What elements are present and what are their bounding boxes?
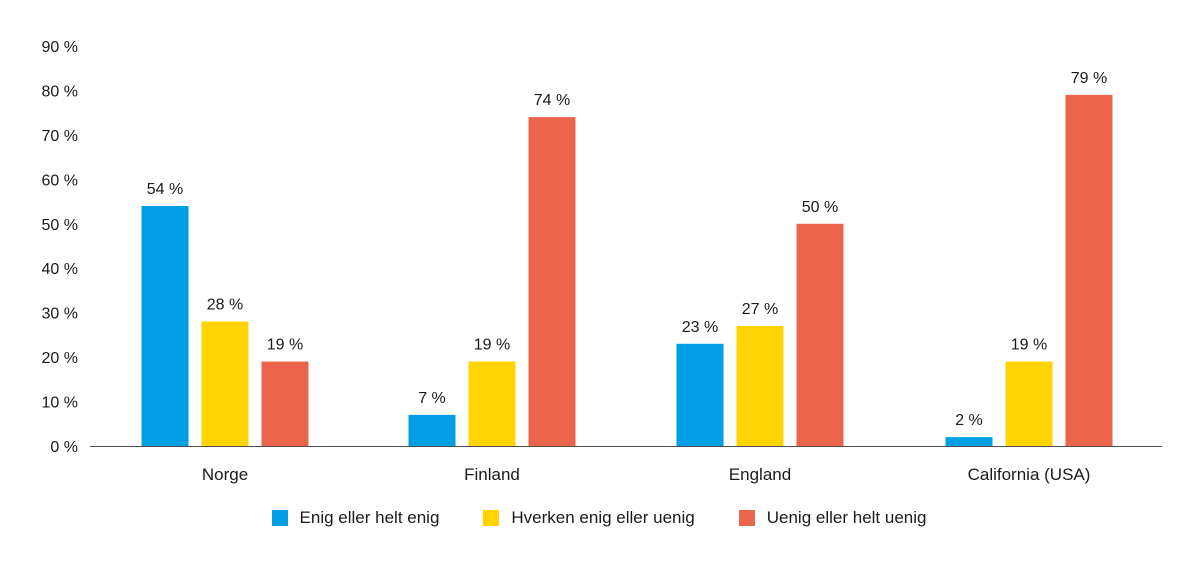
y-tick-label: 10 %	[42, 395, 78, 412]
y-tick-label: 80 %	[42, 83, 78, 100]
data-label: 7 %	[418, 390, 446, 407]
data-label: 19 %	[267, 337, 303, 354]
bar	[945, 437, 993, 446]
category-label: Norge	[202, 465, 248, 484]
y-axis-ticks: 0 % 10 % 20 % 30 % 40 % 50 % 60 % 70 % 80 % 90 %	[42, 39, 78, 456]
legend-swatch-enig	[271, 510, 288, 526]
y-tick-label: 40 %	[42, 261, 78, 278]
bar	[261, 361, 309, 446]
bar	[528, 117, 576, 446]
legend: Enig eller helt enig Hverken enig eller …	[0, 508, 1198, 528]
legend-swatch-uenig	[738, 510, 755, 526]
bar	[201, 321, 249, 446]
bar-chart: 0 %10 %20 %30 %40 %50 %60 %70 %80 %90 % …	[42, 39, 1162, 484]
data-label: 28 %	[207, 297, 243, 314]
y-tick-label: 0 %	[50, 439, 78, 456]
legend-item-hverken: Hverken enig eller uenig	[483, 508, 695, 528]
category-label: Finland	[464, 465, 520, 484]
category-labels: Norge Finland England California (USA)	[202, 465, 1091, 484]
bar	[408, 414, 456, 446]
bar	[796, 223, 844, 446]
y-tick-label: 30 %	[42, 306, 78, 323]
data-label: 19 %	[474, 337, 510, 354]
legend-item-uenig: Uenig eller helt uenig	[738, 508, 927, 528]
data-label: 74 %	[534, 92, 570, 109]
bar	[1005, 361, 1053, 446]
data-labels: 54 % 28 % 19 % 7 % 19 % 74 % 23 % 27 % 50 % 2 % 19…	[147, 70, 1107, 429]
data-label: 54 %	[147, 181, 183, 198]
legend-label-uenig: Uenig eller helt uenig	[766, 508, 927, 527]
y-tick-label: 60 %	[42, 172, 78, 189]
data-label: 79 %	[1071, 70, 1107, 87]
bar	[468, 361, 516, 446]
y-tick-label: 70 %	[42, 128, 78, 145]
y-tick-label: 90 %	[42, 39, 78, 56]
legend-item-enig: Enig eller helt enig	[271, 508, 440, 528]
bar	[1065, 94, 1113, 446]
data-label: 27 %	[742, 301, 778, 318]
legend-swatch-hverken	[483, 510, 500, 526]
data-label: 19 %	[1011, 337, 1047, 354]
legend-label-hverken: Hverken enig eller uenig	[511, 508, 695, 527]
data-label: 23 %	[682, 319, 718, 336]
category-label: England	[729, 465, 791, 484]
y-tick-label: 20 %	[42, 350, 78, 367]
data-label: 2 %	[955, 412, 983, 429]
category-label: California (USA)	[968, 465, 1091, 484]
legend-label-enig: Enig eller helt enig	[299, 508, 440, 527]
data-label: 50 %	[802, 199, 838, 216]
bar	[736, 326, 784, 446]
bar	[676, 343, 724, 446]
y-tick-label: 50 %	[42, 217, 78, 234]
bars	[141, 94, 1113, 446]
bar	[141, 206, 189, 446]
